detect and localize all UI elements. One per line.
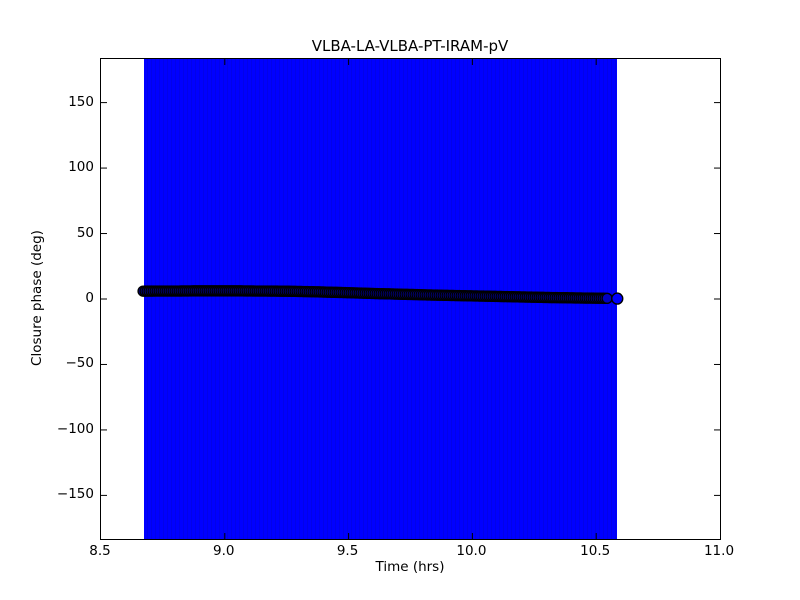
plot-title: VLBA-LA-VLBA-PT-IRAM-pV	[311, 37, 509, 55]
y-tick-label: −50	[65, 355, 95, 372]
x-tick-label: 11.0	[703, 543, 735, 559]
plot-area	[100, 58, 721, 540]
x-tick-label: 9.0	[213, 543, 235, 559]
y-tick-label: 50	[76, 224, 94, 241]
axis-ticks	[101, 59, 720, 539]
x-axis-label: Time (hrs)	[375, 559, 445, 575]
y-tick-label: 150	[68, 93, 94, 110]
data-points	[137, 285, 624, 305]
x-tick-label: 10.0	[456, 543, 487, 559]
y-tick-label: −150	[56, 486, 94, 503]
data-layer	[101, 59, 720, 539]
x-tick-label: 8.5	[89, 543, 111, 559]
y-tick-label: 100	[68, 159, 94, 176]
y-tick-label: −100	[56, 420, 94, 437]
y-tick-label: 0	[85, 290, 94, 306]
x-tick-label: 9.5	[336, 543, 359, 559]
x-tick-label: 10.5	[580, 543, 611, 559]
